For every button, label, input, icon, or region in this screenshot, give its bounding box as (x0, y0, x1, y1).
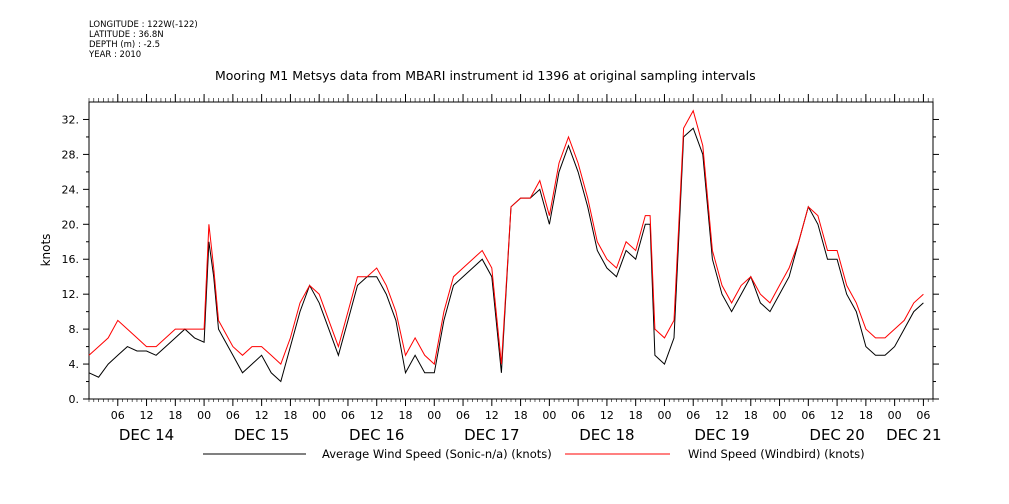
y-tick-label: 28. (62, 148, 80, 161)
x-tick-label: 06 (686, 409, 700, 422)
x-tick-label: 00 (542, 409, 556, 422)
x-tick-label: 18 (514, 409, 528, 422)
x-axis: 06 12 18 00 06 12 18 00 06 12 18 00 06 12 18 00 06 12 18 00… (111, 94, 941, 444)
y-tick-label: 12. (62, 288, 80, 301)
x-day-label: DEC 18 (579, 426, 634, 444)
legend: Average Wind Speed (Sonic-n/a) (knots) Wi… (203, 447, 865, 461)
series-line-0 (88, 127, 924, 383)
x-tick-label: 12 (140, 409, 154, 422)
y-axis-label: knots (39, 234, 53, 267)
series-line-1 (88, 109, 924, 366)
x-tick-label: 18 (283, 409, 297, 422)
x-tick-label: 18 (399, 409, 413, 422)
x-tick-label: 00 (888, 409, 902, 422)
chart-title: Mooring M1 Metsys data from MBARI instru… (215, 68, 756, 83)
x-tick-label: 06 (801, 409, 815, 422)
longitude-text: LONGITUDE : 122W(-122) (89, 20, 198, 30)
x-tick-label: 00 (773, 409, 787, 422)
x-tick-label: 00 (427, 409, 441, 422)
x-tick-label: 12 (715, 409, 729, 422)
y-tick-label: 24. (62, 183, 80, 196)
x-tick-label: 12 (370, 409, 384, 422)
x-tick-label: 00 (197, 409, 211, 422)
x-tick-label: 00 (657, 409, 671, 422)
series-layer (88, 109, 924, 383)
y-tick-label: 16. (62, 253, 80, 266)
x-tick-label: 06 (916, 409, 930, 422)
y-tick-label: 0. (69, 393, 80, 406)
x-tick-label: 18 (168, 409, 182, 422)
x-tick-label: 06 (226, 409, 240, 422)
legend-label-0: Average Wind Speed (Sonic-n/a) (knots) (322, 447, 552, 461)
x-tick-label: 06 (456, 409, 470, 422)
x-tick-label: 18 (859, 409, 873, 422)
depth-text: DEPTH (m) : -2.5 (89, 40, 161, 50)
x-tick-label: 06 (341, 409, 355, 422)
x-day-label: DEC 19 (694, 426, 749, 444)
x-day-label: DEC 20 (809, 426, 864, 444)
legend-label-1: Wind Speed (Windbird) (knots) (688, 447, 865, 461)
y-tick-label: 32. (62, 113, 80, 126)
year-text: YEAR : 2010 (89, 50, 142, 60)
y-tick-label: 8. (69, 323, 80, 336)
x-tick-label: 06 (571, 409, 585, 422)
x-day-label: DEC 17 (464, 426, 519, 444)
x-tick-label: 12 (485, 409, 499, 422)
x-day-label: DEC 15 (234, 426, 289, 444)
latitude-text: LATITUDE : 36.8N (89, 30, 164, 40)
x-day-label: DEC 21 (886, 426, 941, 444)
x-tick-label: 18 (629, 409, 643, 422)
y-tick-label: 20. (62, 218, 80, 231)
mooring-header: LONGITUDE : 122W(-122) LATITUDE : 36.8N … (89, 20, 198, 60)
y-axis: 0. 4. 8. 12. 16. 20. 24. 28. 32. (62, 113, 939, 406)
x-tick-label: 12 (255, 409, 269, 422)
x-tick-label: 12 (830, 409, 844, 422)
x-tick-label: 06 (111, 409, 125, 422)
plot-frame (88, 101, 934, 400)
x-tick-label: 00 (312, 409, 326, 422)
x-tick-label: 18 (744, 409, 758, 422)
x-tick-label: 12 (600, 409, 614, 422)
y-tick-label: 4. (69, 358, 80, 371)
minor-ticks (88, 98, 934, 402)
x-day-label: DEC 16 (349, 426, 404, 444)
x-day-label: DEC 14 (119, 426, 174, 444)
